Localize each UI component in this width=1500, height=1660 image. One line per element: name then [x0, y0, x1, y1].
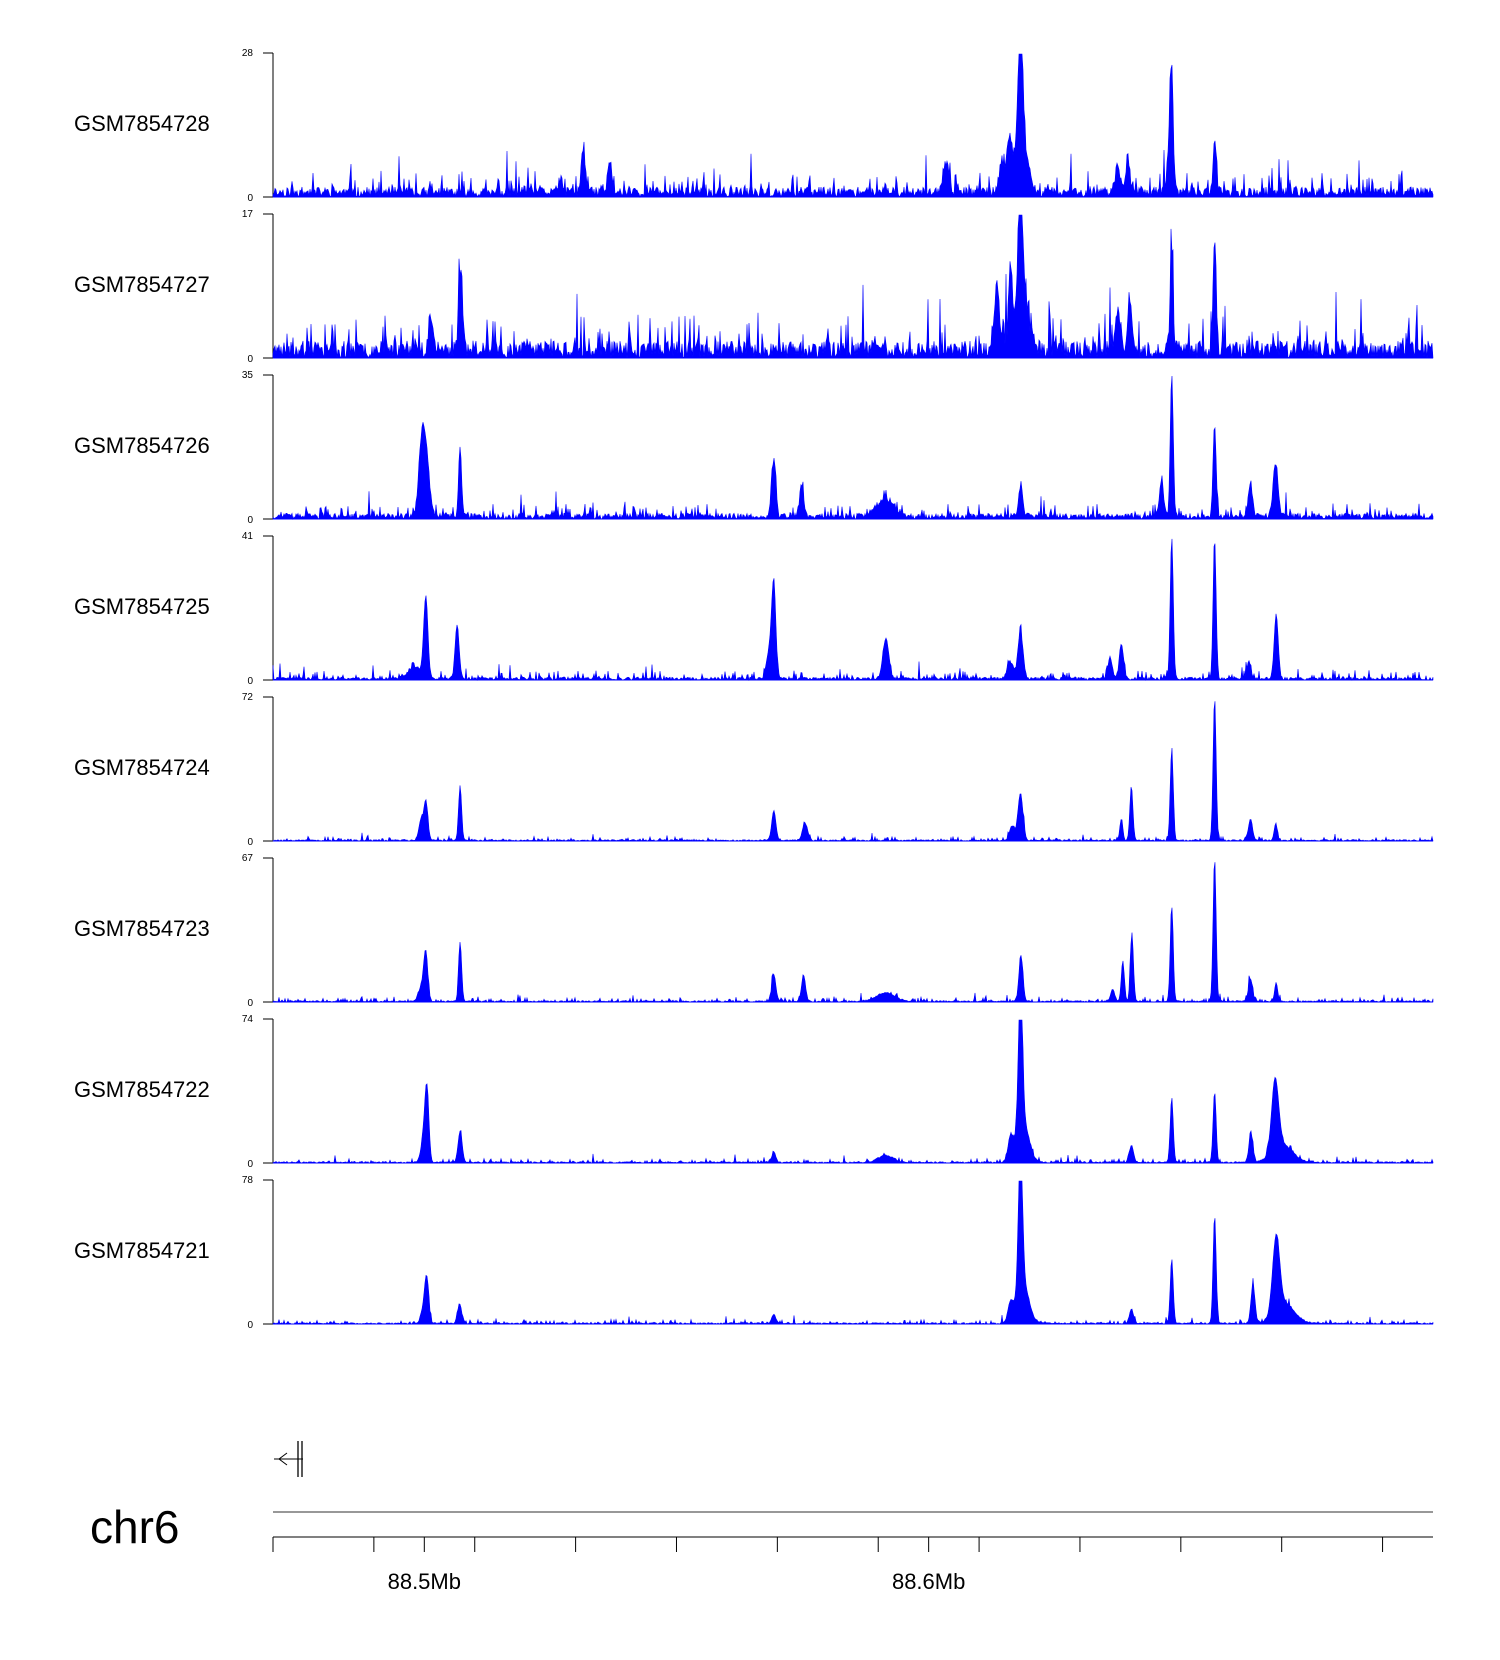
y-max-label: 41	[242, 531, 254, 542]
y-min-label: 0	[247, 193, 253, 204]
track-GSM7854722: GSM7854722 74 0	[74, 1014, 1434, 1170]
track-GSM7854728: GSM7854728 28 0	[74, 48, 1434, 204]
track-GSM7854723: GSM7854723 67 0	[74, 853, 1434, 1009]
y-min-label: 0	[247, 1320, 253, 1331]
track-GSM7854724: GSM7854724 72 0	[74, 692, 1434, 848]
track-label: GSM7854723	[74, 916, 210, 941]
track-label: GSM7854721	[74, 1238, 210, 1263]
signal-area	[272, 1019, 1434, 1164]
y-max-label: 72	[242, 692, 254, 703]
track-GSM7854726: GSM7854726 35 0	[74, 370, 1434, 526]
signal-area	[272, 538, 1434, 682]
track-GSM7854727: GSM7854727 17 0	[74, 209, 1434, 365]
gene-model	[274, 1441, 303, 1477]
track-label: GSM7854727	[74, 272, 210, 297]
track-label: GSM7854724	[74, 755, 210, 780]
y-min-label: 0	[247, 515, 253, 526]
track-GSM7854721: GSM7854721 78 0	[74, 1175, 1434, 1331]
y-min-label: 0	[247, 998, 253, 1009]
signal-area	[272, 375, 1434, 521]
gene-arrow-head-icon	[278, 1452, 288, 1466]
y-max-label: 17	[242, 209, 254, 220]
signal-tracks: GSM7854728280GSM7854727170GSM7854726350G…	[74, 48, 1434, 1331]
chromosome-axis: chr6 88.5Mb 88.6Mb	[90, 1501, 1433, 1594]
y-max-label: 67	[242, 853, 254, 864]
y-max-label: 78	[242, 1175, 254, 1186]
signal-area	[272, 214, 1434, 359]
y-max-label: 35	[242, 370, 254, 381]
y-min-label: 0	[247, 837, 253, 848]
coordinate-ticks: 88.5Mb 88.6Mb	[272, 1537, 1384, 1594]
signal-area	[272, 862, 1434, 1004]
signal-area	[272, 53, 1434, 199]
chromosome-label: chr6	[90, 1501, 179, 1553]
track-GSM7854725: GSM7854725 41 0	[74, 531, 1434, 687]
x-tick-label: 88.5Mb	[388, 1569, 461, 1594]
x-tick-label: 88.6Mb	[892, 1569, 965, 1594]
y-min-label: 0	[247, 676, 253, 687]
track-label: GSM7854725	[74, 594, 210, 619]
track-label: GSM7854728	[74, 111, 210, 136]
y-min-label: 0	[247, 1159, 253, 1170]
y-min-label: 0	[247, 354, 253, 365]
y-max-label: 28	[242, 48, 254, 59]
y-max-label: 74	[242, 1014, 254, 1025]
track-label: GSM7854726	[74, 433, 210, 458]
track-label: GSM7854722	[74, 1077, 210, 1102]
signal-area	[272, 1180, 1434, 1325]
signal-area	[272, 701, 1434, 843]
